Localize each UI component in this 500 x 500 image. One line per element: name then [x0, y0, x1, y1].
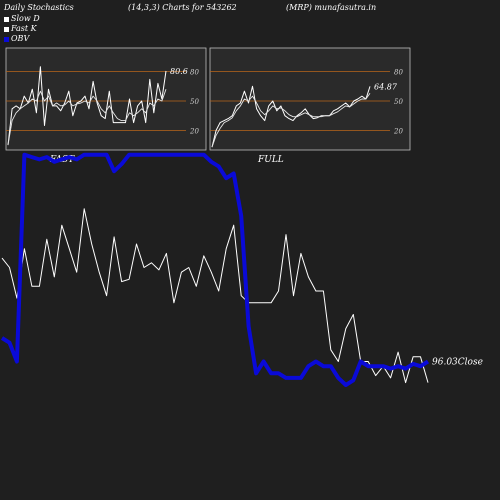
series-obv: [0, 152, 430, 387]
y-tick-label: 80: [394, 69, 403, 77]
panel-full: [209, 47, 411, 151]
legend-label-slow-d: Slow D: [11, 14, 40, 23]
series-close: [1, 208, 429, 384]
last-value-label: 80.6: [170, 67, 188, 76]
legend-label-fast-k: Fast K: [11, 24, 37, 33]
y-tick-label: 20: [393, 127, 403, 135]
legend-swatch-fast-k: [4, 26, 9, 32]
legend-fast-k: Fast K: [4, 24, 37, 33]
chart-params: (14,3,3) Charts for 543262: [128, 3, 237, 12]
legend-obv: OBV: [4, 34, 29, 43]
panel-fast: [5, 47, 207, 151]
y-tick-label: 50: [394, 98, 403, 106]
y-tick-label: 50: [190, 98, 199, 106]
legend-label-obv: OBV: [11, 34, 30, 43]
y-tick-label: 80: [190, 69, 199, 77]
last-value-label: 64.87: [374, 82, 398, 91]
legend-slow-d: Slow D: [4, 14, 40, 23]
chart-source: (MRP) munafasutra.in: [286, 3, 377, 12]
legend-swatch-slow-d: [4, 16, 9, 22]
series-full-fast-k: [211, 85, 371, 148]
chart-title: Daily Stochastics: [4, 3, 74, 12]
series-full-slow-d: [211, 92, 371, 148]
legend-swatch-obv: [4, 36, 9, 42]
panel-title-full: FULL: [257, 155, 284, 165]
close-value-label: 96.03Close: [432, 358, 483, 368]
y-tick-label: 20: [189, 127, 199, 135]
series-fast-slow-d: [7, 89, 167, 146]
